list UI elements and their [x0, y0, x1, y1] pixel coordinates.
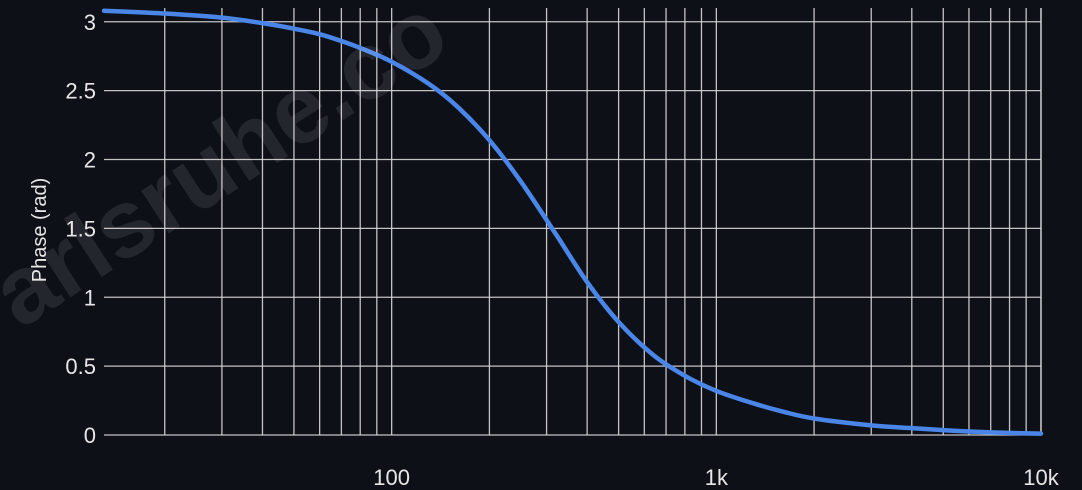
y-tick-label: 3 — [84, 10, 96, 35]
y-tick-label: 2 — [84, 148, 96, 173]
y-tick-label: 1 — [84, 285, 96, 310]
y-tick-label: 0 — [84, 423, 96, 448]
x-tick-labels: 100 1k 10k — [373, 465, 1059, 490]
phase-series-line — [101, 8, 1044, 436]
y-tick-label: 1.5 — [65, 216, 96, 241]
y-tick-label: 0.5 — [65, 354, 96, 379]
x-tick-label: 10k — [1023, 465, 1059, 490]
y-axis-title: Phase (rad) — [29, 178, 51, 283]
y-tick-label: 2.5 — [65, 79, 96, 104]
x-tick-label: 100 — [373, 465, 410, 490]
series-layer — [101, 8, 1044, 436]
y-tick-labels: 0 0.5 1 1.5 2 2.5 3 — [65, 10, 96, 448]
x-tick-label: 1k — [705, 465, 729, 490]
